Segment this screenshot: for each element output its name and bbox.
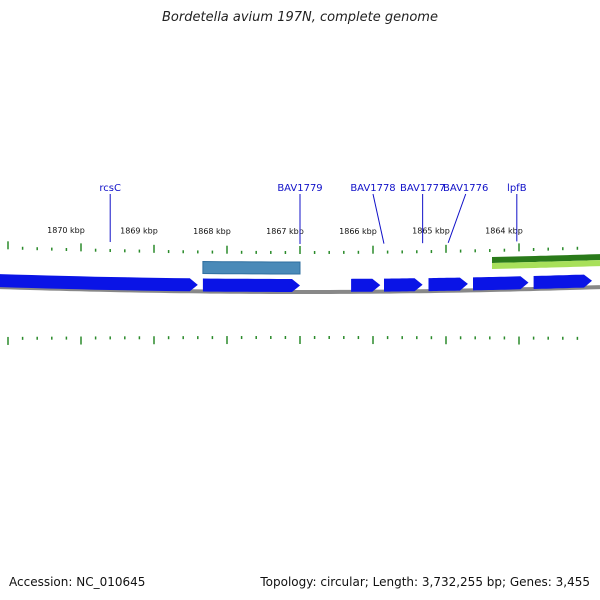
gene-label-rcsc: rcsC [99, 183, 121, 194]
leader-bav1778 [372, 193, 385, 244]
kbp-label-1868: 1868 kbp [193, 227, 231, 236]
kbp-label-1867: 1867 kbp [266, 227, 304, 236]
gene-arrow-bav1776 [428, 277, 468, 292]
accession-text: Accession: NC_010645 [9, 575, 146, 589]
gene-arrow-bav1778 [351, 278, 381, 292]
gene-label-bav1779: BAV1779 [277, 183, 322, 194]
gene-track [0, 260, 592, 292]
gene-label-lpfb: lpfB [507, 183, 527, 194]
gene-label-bav1777: BAV1777 [400, 183, 445, 194]
coordinate-ticks: 1870 kbp 1869 kbp 1868 kbp 1867 kbp 1866 kbp… [7, 226, 579, 345]
gene-arrow-lpfb [473, 276, 529, 291]
gene-highlight-bav1779 [202, 260, 301, 275]
gc-band-light [492, 260, 600, 269]
leader-bav1776 [447, 193, 467, 243]
gene-arrow-bav1779 [202, 278, 300, 292]
kbp-label-1870: 1870 kbp [47, 226, 85, 235]
gene-arrow-segment-6 [533, 274, 592, 289]
genome-info-text: Topology: circular; Length: 3,732,255 bp… [260, 575, 590, 589]
gene-label-bav1776: BAV1776 [443, 183, 488, 194]
gene-label-bav1778: BAV1778 [350, 183, 395, 194]
kbp-label-1869: 1869 kbp [120, 227, 158, 236]
kbp-label-1865: 1865 kbp [412, 227, 450, 236]
map-title: Bordetella avium 197N, complete genome [162, 10, 438, 25]
gene-arrow-bav1777 [384, 278, 423, 292]
kbp-label-1866: 1866 kbp [339, 227, 377, 236]
gc-content-track [492, 254, 600, 269]
kbp-label-1864: 1864 kbp [485, 226, 523, 235]
gene-arrow-rcsc [0, 274, 198, 292]
gc-band-dark [492, 254, 600, 263]
